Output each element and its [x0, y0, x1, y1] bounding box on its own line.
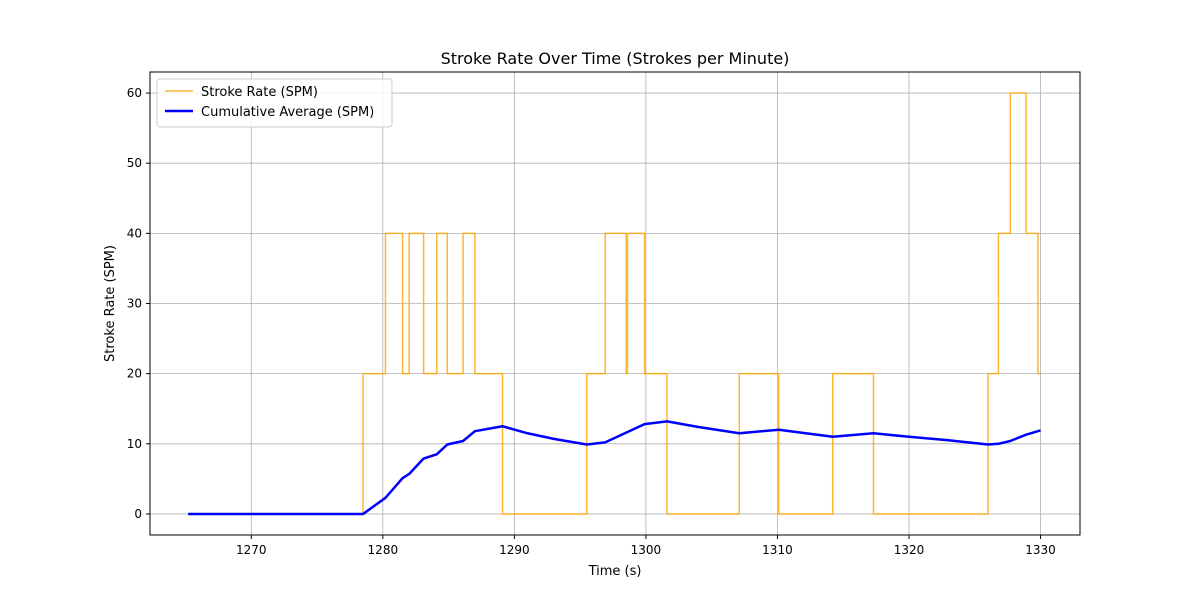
x-tick-label: 1290	[499, 543, 530, 557]
x-tick-label: 1300	[631, 543, 662, 557]
x-tick-label: 1280	[368, 543, 399, 557]
y-tick-label: 40	[127, 226, 142, 240]
y-tick-label: 50	[127, 156, 142, 170]
stroke-rate-line	[188, 92, 1041, 515]
legend: Stroke Rate (SPM) Cumulative Average (SP…	[156, 78, 393, 128]
x-tick-label: 1330	[1025, 543, 1056, 557]
legend-frame	[156, 78, 393, 128]
y-tick-label: 0	[134, 507, 142, 521]
series-layer	[188, 92, 1041, 516]
legend-label-stroke-rate: Stroke Rate (SPM)	[201, 85, 318, 100]
y-axis-label: Stroke Rate (SPM)	[103, 245, 118, 362]
x-axis-label: Time (s)	[588, 564, 642, 579]
x-tick-label: 1270	[236, 543, 267, 557]
y-tick-label: 30	[127, 297, 142, 311]
y-tick-label: 60	[127, 86, 142, 100]
chart-title: Stroke Rate Over Time (Strokes per Minut…	[441, 49, 790, 68]
cumulative-average-line	[188, 420, 1041, 516]
y-tick-label: 10	[127, 437, 142, 451]
tick-layer: 1270 1280 1290 1300 1310 1320 1330 0 10 20 30 40 50 6…	[127, 86, 1056, 557]
legend-label-cumulative-average: Cumulative Average (SPM)	[201, 105, 374, 120]
x-tick-label: 1310	[762, 543, 793, 557]
x-tick-label: 1320	[894, 543, 925, 557]
y-tick-label: 20	[127, 367, 142, 381]
grid-lines	[150, 72, 1080, 535]
